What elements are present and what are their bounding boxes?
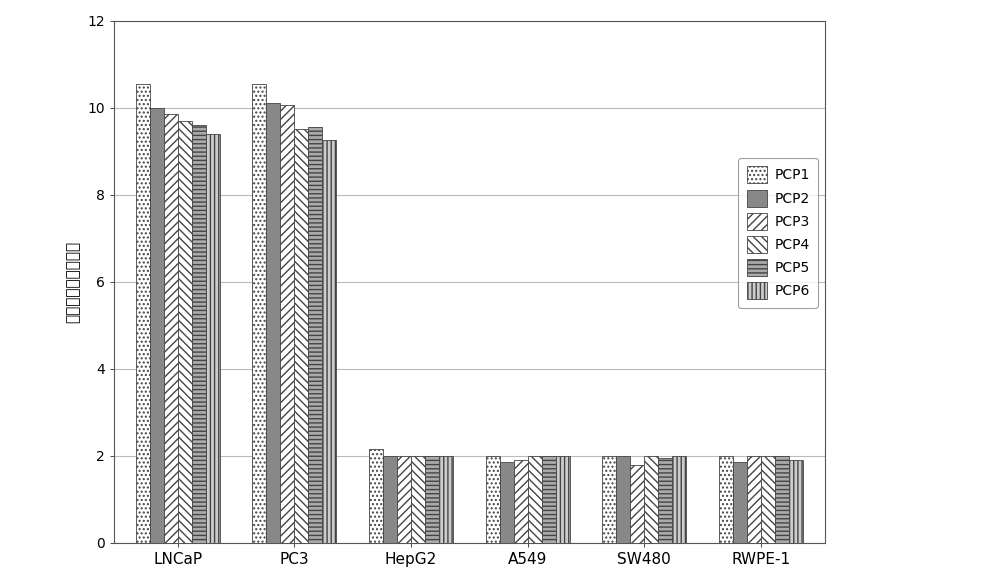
Bar — [192, 125, 206, 543]
Bar — [425, 456, 439, 543]
Bar — [542, 456, 556, 543]
Bar — [322, 140, 336, 543]
Legend: PCP1, PCP2, PCP3, PCP4, PCP5, PCP6: PCP1, PCP2, PCP3, PCP4, PCP5, PCP6 — [738, 158, 818, 308]
Bar — [747, 456, 761, 543]
Bar — [411, 456, 425, 543]
Y-axis label: 啤菌体相对结合能力: 啤菌体相对结合能力 — [65, 241, 80, 323]
Bar — [369, 449, 383, 543]
Bar — [206, 134, 220, 543]
Bar — [630, 464, 644, 543]
Bar — [383, 456, 397, 543]
Bar — [280, 105, 294, 543]
Bar — [644, 456, 658, 543]
Bar — [439, 456, 453, 543]
Bar — [733, 463, 747, 543]
Bar — [658, 458, 672, 543]
Bar — [616, 456, 630, 543]
Bar — [556, 456, 570, 543]
Bar — [252, 84, 266, 543]
Bar — [397, 456, 411, 543]
Bar — [294, 129, 308, 543]
Bar — [775, 456, 789, 543]
Bar — [266, 103, 280, 543]
Bar — [672, 456, 686, 543]
Bar — [789, 460, 803, 543]
Bar — [178, 120, 192, 543]
Bar — [528, 456, 542, 543]
Bar — [719, 456, 733, 543]
Bar — [602, 456, 616, 543]
Bar — [308, 127, 322, 543]
Bar — [486, 456, 500, 543]
Bar — [150, 108, 164, 543]
Bar — [514, 460, 528, 543]
Bar — [164, 114, 178, 543]
Bar — [500, 463, 514, 543]
Bar — [761, 456, 775, 543]
Bar — [136, 84, 150, 543]
